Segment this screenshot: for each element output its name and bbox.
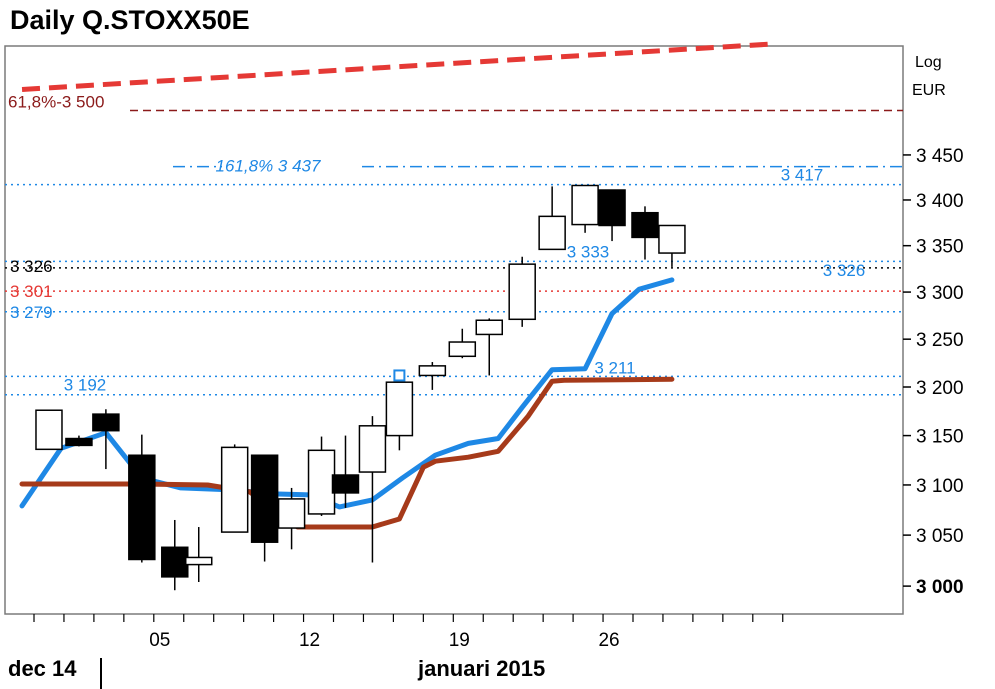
candle-down xyxy=(598,189,626,227)
level-label: 161,8% 3 437 xyxy=(216,157,321,176)
level-label: 3 333 xyxy=(567,242,610,261)
level-label: 3 417 xyxy=(781,166,824,185)
level-label: 3 279 xyxy=(10,303,53,322)
x-period-label: dec 14 xyxy=(8,656,77,681)
x-tick-label: 26 xyxy=(598,630,619,651)
y-tick-label: 3 000 xyxy=(916,577,964,598)
level-label: 61,8%-3 500 xyxy=(8,93,104,112)
candle-down xyxy=(128,454,156,561)
scale-label: Log xyxy=(915,54,942,71)
currency-label: EUR xyxy=(912,82,946,99)
y-tick-label: 3 200 xyxy=(916,378,964,399)
y-tick-label: 3 450 xyxy=(916,146,964,167)
candle-down xyxy=(161,546,189,578)
x-tick-label: 05 xyxy=(149,630,170,651)
y-tick-label: 3 250 xyxy=(916,330,964,351)
y-tick-label: 3 050 xyxy=(916,526,964,547)
candle-down xyxy=(65,437,93,447)
level-label: 3 326 xyxy=(823,261,866,280)
level-label: 3 192 xyxy=(64,376,107,395)
candlesticks xyxy=(35,184,686,591)
y-axis: 3 000 3 050 3 100 3 150 3 200 3 250 3 300 3 350… xyxy=(903,146,964,598)
x-tick-label: 19 xyxy=(449,630,470,651)
candle-up xyxy=(475,319,503,336)
y-tick-label: 3 100 xyxy=(916,476,964,497)
candle-up xyxy=(658,224,686,254)
trend-line-segment xyxy=(21,41,768,92)
level-label: 3 326 xyxy=(10,257,53,276)
candle-down xyxy=(92,413,120,432)
candle-up xyxy=(184,556,213,566)
candle-up xyxy=(358,425,387,473)
candle-up xyxy=(418,365,447,377)
candle-up xyxy=(571,184,599,226)
trend-line xyxy=(21,41,768,92)
candle-up xyxy=(277,498,306,529)
y-tick-label: 3 350 xyxy=(916,237,964,258)
level-label: 3 301 xyxy=(10,282,53,301)
candle-up xyxy=(220,446,249,533)
x-tick-label: 12 xyxy=(299,630,320,651)
level-lines: 61,8%-3 500 161,8% 3 437 3 417 3 333 3 326 3 … xyxy=(5,93,903,396)
candle-down xyxy=(631,211,659,239)
candle-up xyxy=(538,215,566,251)
marker-square xyxy=(393,369,406,382)
y-tick-label: 3 150 xyxy=(916,427,964,448)
chart-title: Daily Q.STOXX50E xyxy=(10,5,250,35)
candle-up xyxy=(307,449,336,515)
x-axis: 05 12 19 26 dec 14 januari 2015 xyxy=(8,614,784,689)
x-period-label: januari 2015 xyxy=(417,656,545,681)
candle-up xyxy=(448,341,477,358)
y-tick-label: 3 400 xyxy=(916,191,964,212)
y-tick-label: 3 300 xyxy=(916,283,964,304)
marker-square-shape xyxy=(393,369,406,382)
candle-up xyxy=(35,409,63,451)
candle-down xyxy=(250,454,279,543)
level-label: 3 211 xyxy=(594,358,635,377)
candle-down xyxy=(331,474,360,494)
candle-up xyxy=(508,263,536,321)
candle-up xyxy=(385,381,414,437)
